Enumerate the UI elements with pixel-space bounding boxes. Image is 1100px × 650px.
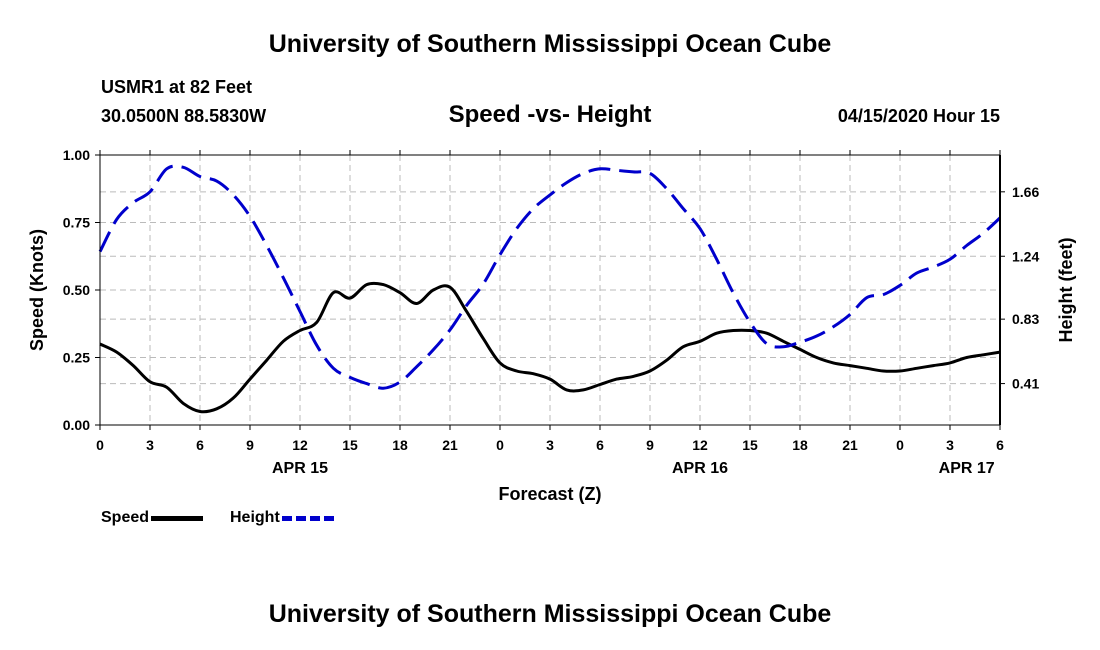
x-tick-label: 0 — [96, 437, 104, 453]
legend-height-swatch — [281, 515, 334, 521]
axes: 0 3 6 9 12 15 18 21 0 3 6 9 12 15 18 21 0 3 6 APR 15 APR 16 A… — [63, 147, 1040, 477]
x-tick-label: 3 — [146, 437, 154, 453]
footer-title: University of Southern Mississippi Ocean… — [268, 600, 832, 628]
y-axis-label-right: Height (feet) — [1056, 238, 1076, 343]
x-tick-label: 6 — [596, 437, 604, 453]
day-label: APR 16 — [672, 460, 728, 477]
series-line-height — [98, 164, 1002, 390]
coordinates-label: 30.0500N 88.5830W — [101, 106, 267, 126]
x-tick-label: 0 — [496, 437, 504, 453]
day-label: APR 17 — [939, 460, 995, 477]
x-tick-label: 0 — [896, 437, 904, 453]
day-label: APR 15 — [272, 460, 328, 477]
y-tick-label-left: 0.75 — [63, 215, 90, 231]
y-tick-label-left: 0.50 — [63, 282, 90, 298]
x-tick-label: 3 — [546, 437, 554, 453]
x-tick-label: 15 — [742, 437, 758, 453]
legend-speed-label: Speed — [101, 509, 150, 526]
x-tick-label: 9 — [646, 437, 654, 453]
series-line-speed — [99, 281, 1001, 414]
x-tick-label: 18 — [392, 437, 408, 453]
legend-speed: Speed — [101, 509, 204, 527]
x-tick-label: 6 — [996, 437, 1004, 453]
x-tick-label: 12 — [292, 437, 308, 453]
legend-height: Height — [230, 509, 334, 527]
page-title: University of Southern Mississippi Ocean… — [268, 30, 832, 58]
y-tick-label-left: 0.25 — [63, 350, 90, 366]
y-tick-label-right: 1.24 — [1012, 248, 1039, 264]
x-tick-label: 21 — [442, 437, 458, 453]
x-tick-label: 9 — [246, 437, 254, 453]
x-tick-label: 12 — [692, 437, 708, 453]
chart-title: Speed -vs- Height — [448, 101, 652, 128]
y-tick-label-right: 1.66 — [1012, 184, 1039, 200]
station-label: USMR1 at 82 Feet — [101, 77, 253, 97]
y-tick-label-left: 0.00 — [63, 417, 90, 433]
y-tick-label-left: 1.00 — [63, 147, 90, 163]
x-tick-label: 21 — [842, 437, 858, 453]
series-layer — [98, 164, 1002, 414]
y-tick-label-right: 0.41 — [1012, 376, 1039, 392]
x-tick-label: 3 — [946, 437, 954, 453]
x-tick-label: 18 — [792, 437, 808, 453]
y-tick-label-right: 0.83 — [1012, 311, 1039, 327]
legend-speed-swatch — [151, 515, 204, 521]
x-axis-label: Forecast (Z) — [498, 484, 601, 504]
x-tick-label: 6 — [196, 437, 204, 453]
y-axis-label-left: Speed (Knots) — [27, 229, 47, 351]
legend-height-label: Height — [230, 509, 280, 526]
date-label: 04/15/2020 Hour 15 — [837, 106, 1000, 126]
x-tick-label: 15 — [342, 437, 358, 453]
